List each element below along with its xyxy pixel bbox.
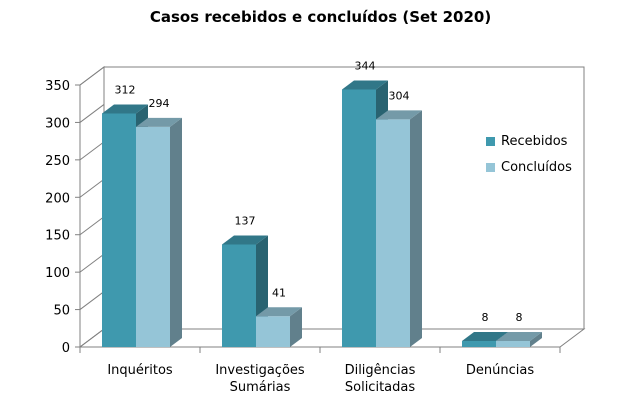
y-gridline-side (79, 178, 105, 198)
bar-concluídos-front (256, 316, 290, 347)
bar-recebidos-top (222, 235, 268, 245)
bar-concluídos-side (290, 307, 302, 347)
legend-label-concluidos: Concluídos (501, 159, 572, 175)
bar-recebidos-top (102, 104, 148, 114)
bar-concluídos-side (410, 110, 422, 347)
y-gridline-side (79, 66, 105, 86)
y-gridline-side (79, 141, 105, 161)
x-tick-label: Denúncias (466, 363, 534, 378)
bar-recebidos-top (342, 80, 388, 90)
x-tick-label: Sumárias (230, 380, 291, 395)
legend-item-concluidos: Concluídos (486, 154, 572, 180)
bar-concluídos-front (376, 119, 410, 347)
x-tick-label: Inquéritos (107, 363, 173, 378)
y-gridline-side (79, 253, 105, 273)
x-tick-label: Diligências (345, 363, 416, 378)
bar-concluídos-top (136, 117, 182, 127)
bar-concluídos-front (496, 341, 530, 347)
bar-concluídos-top (376, 110, 422, 120)
x-tick-label: Investigações (215, 363, 305, 378)
bar-recebidos-front (462, 341, 496, 347)
bar-concluídos-top (496, 332, 542, 342)
y-tick-label: 200 (45, 191, 70, 206)
data-label: 8 (516, 311, 523, 324)
data-label: 294 (149, 97, 170, 110)
y-tick-label: 250 (45, 154, 70, 169)
y-tick-label: 300 (45, 116, 70, 131)
y-tick-label: 100 (45, 266, 70, 281)
bar-recebidos-top (462, 332, 508, 342)
data-label: 8 (482, 311, 489, 324)
data-label: 304 (389, 89, 410, 102)
y-tick-label: 150 (45, 229, 70, 244)
data-label: 41 (272, 286, 286, 299)
y-gridline-side (79, 328, 105, 348)
legend-label-recebidos: Recebidos (501, 133, 568, 149)
bar-concluídos-top (256, 307, 302, 317)
y-gridline-side (79, 291, 105, 310)
data-label: 312 (115, 83, 136, 96)
y-tick-label: 50 (53, 304, 70, 319)
chart-title: Casos recebidos e concluídos (Set 2020) (149, 8, 492, 26)
data-label: 344 (355, 59, 376, 72)
y-tick-label: 0 (62, 341, 70, 356)
legend-swatch-concluidos (486, 162, 495, 172)
bar-recebidos-front (102, 113, 136, 348)
legend-item-recebidos: Recebidos (486, 128, 572, 154)
x-tick-label: Solicitadas (345, 380, 415, 395)
y-gridline-side (79, 216, 105, 236)
bar-concluídos-side (530, 332, 542, 347)
bar-concluídos-side (170, 117, 182, 347)
legend: Recebidos Concluídos (486, 128, 572, 180)
bar-recebidos-front (222, 244, 256, 347)
data-label: 137 (235, 214, 256, 227)
bar-concluídos-front (136, 126, 170, 347)
bar-recebidos-front (342, 89, 376, 348)
y-tick-label: 350 (45, 79, 70, 94)
side-wall (79, 66, 105, 348)
y-gridline-side (79, 104, 105, 123)
legend-swatch-recebidos (486, 136, 495, 146)
